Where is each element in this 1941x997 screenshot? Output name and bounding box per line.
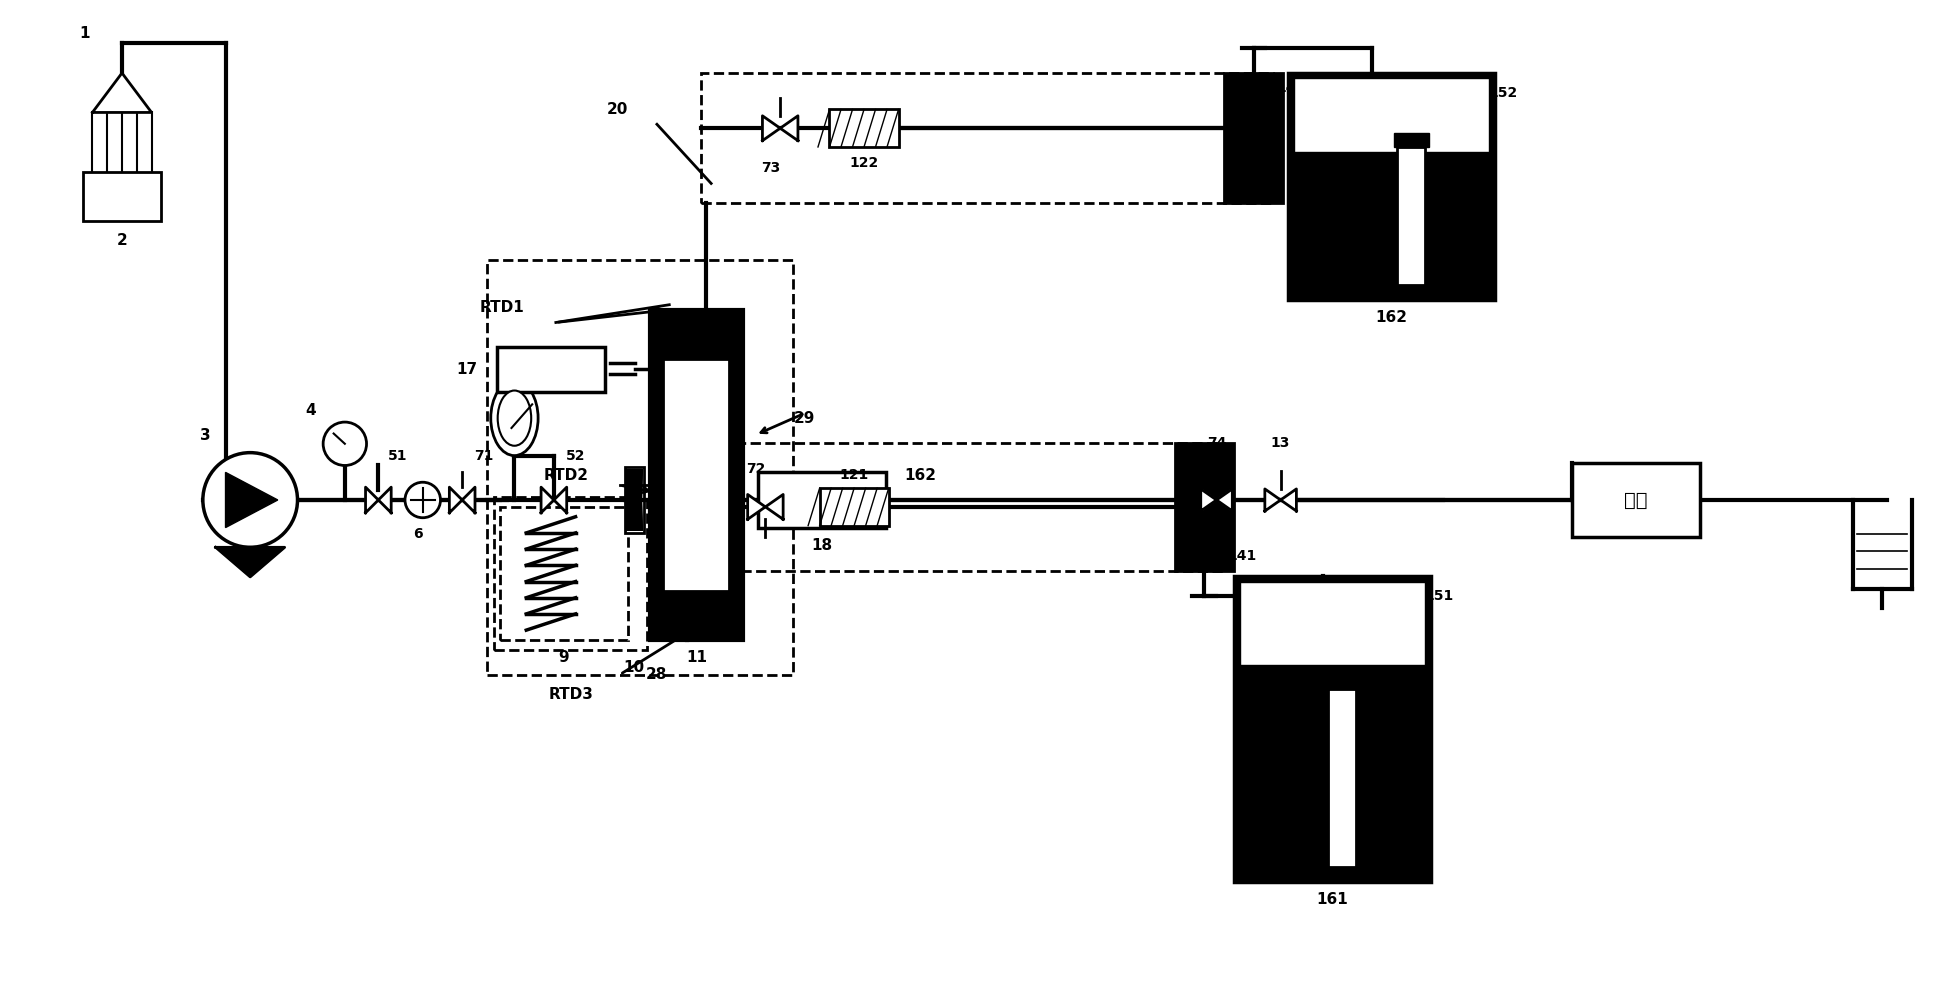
Text: 161: 161 [1316, 892, 1349, 907]
Polygon shape [1217, 489, 1233, 511]
Bar [1295, 78, 1489, 152]
Text: RTD2: RTD2 [543, 468, 588, 483]
Bar [1572, 463, 1700, 537]
Text: RTD1: RTD1 [479, 300, 524, 315]
Text: 29: 29 [794, 411, 815, 426]
Circle shape [204, 453, 297, 547]
Text: 4: 4 [305, 403, 316, 418]
Polygon shape [780, 116, 798, 141]
Text: 11: 11 [685, 650, 707, 665]
Bar [1240, 582, 1425, 665]
Bar [664, 359, 730, 590]
Bar [625, 468, 644, 532]
Bar [497, 347, 606, 392]
Bar [493, 498, 646, 650]
Ellipse shape [491, 381, 538, 456]
Text: 17: 17 [456, 362, 477, 377]
Polygon shape [1201, 489, 1217, 511]
Bar [1324, 676, 1361, 689]
Text: 152: 152 [1489, 86, 1518, 100]
Polygon shape [365, 488, 378, 512]
Bar [1398, 147, 1425, 285]
Polygon shape [765, 495, 782, 519]
Text: 1: 1 [80, 26, 89, 41]
Text: 71: 71 [474, 449, 493, 463]
Text: 72: 72 [745, 463, 765, 477]
Bar [701, 73, 1273, 203]
Polygon shape [1281, 489, 1297, 511]
Text: 122: 122 [850, 156, 879, 169]
Text: 141: 141 [1227, 549, 1256, 563]
Polygon shape [1266, 489, 1281, 511]
Text: 52: 52 [567, 449, 586, 463]
Polygon shape [747, 495, 765, 519]
Text: 162: 162 [905, 468, 938, 483]
Polygon shape [93, 73, 151, 113]
Text: 3: 3 [200, 429, 212, 444]
Text: 73: 73 [761, 161, 780, 174]
Bar [1225, 73, 1283, 203]
Polygon shape [378, 488, 392, 512]
Ellipse shape [497, 391, 532, 446]
Polygon shape [450, 488, 462, 512]
Text: 18: 18 [811, 537, 833, 553]
Text: 20: 20 [608, 102, 629, 117]
Bar [1289, 73, 1495, 300]
Bar [1394, 134, 1429, 147]
Bar [487, 260, 792, 675]
Text: 28: 28 [646, 667, 668, 682]
Polygon shape [542, 488, 553, 512]
Polygon shape [215, 547, 285, 577]
Text: 6: 6 [413, 527, 423, 541]
Text: 10: 10 [623, 660, 644, 675]
Polygon shape [462, 488, 476, 512]
Circle shape [406, 483, 441, 517]
Bar [819, 489, 889, 525]
Circle shape [322, 422, 367, 466]
Text: 13: 13 [1271, 436, 1291, 450]
Text: 9: 9 [559, 650, 569, 665]
Bar [650, 310, 743, 640]
Bar [1234, 576, 1431, 881]
Bar [499, 506, 627, 640]
Polygon shape [225, 473, 278, 527]
Text: 142: 142 [1277, 81, 1306, 95]
Text: 74: 74 [1207, 436, 1227, 450]
Bar [759, 473, 887, 527]
Text: RTD3: RTD3 [547, 687, 594, 702]
Bar [1174, 443, 1234, 571]
Polygon shape [763, 116, 780, 141]
Text: 162: 162 [1376, 310, 1407, 325]
Text: 51: 51 [388, 449, 408, 463]
Polygon shape [553, 488, 567, 512]
Text: 121: 121 [840, 469, 870, 483]
Text: 8: 8 [514, 359, 524, 374]
Bar [1328, 689, 1357, 866]
Bar [681, 443, 1225, 571]
Bar [83, 171, 161, 221]
Text: 电脑: 电脑 [1625, 491, 1648, 509]
Text: 151: 151 [1425, 588, 1454, 602]
Bar [829, 110, 899, 147]
Text: 2: 2 [116, 233, 128, 248]
